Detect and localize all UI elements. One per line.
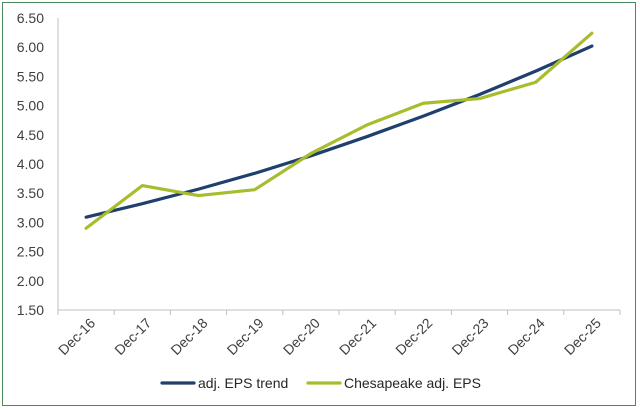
x-tick-label: Dec-19 [224, 315, 267, 358]
legend-label-0: adj. EPS trend [198, 375, 288, 391]
y-tick-label: 1.50 [17, 302, 44, 318]
x-tick-label: Dec-20 [280, 315, 323, 358]
x-tick-label: Dec-17 [111, 315, 154, 358]
y-tick-label: 6.00 [17, 39, 44, 55]
series-line-0 [84, 44, 594, 219]
y-tick-label: 4.50 [17, 127, 44, 143]
y-tick-label: 3.00 [17, 214, 44, 230]
x-tick-label: Dec-23 [448, 315, 491, 358]
x-tick-label: Dec-16 [55, 315, 98, 358]
y-tick-label: 5.50 [17, 68, 44, 84]
x-tick-label: Dec-22 [392, 315, 435, 358]
chart-frame [2, 2, 636, 406]
y-tick-label: 2.00 [17, 273, 44, 289]
x-tick-label: Dec-21 [336, 315, 379, 358]
legend: adj. EPS trend Chesapeake adj. EPS [160, 375, 481, 391]
x-tick-label: Dec-25 [561, 315, 604, 358]
x-tick-label: Dec-24 [505, 315, 548, 358]
y-tick-label: 4.00 [17, 156, 44, 172]
y-tick-label: 5.00 [17, 98, 44, 114]
y-tick-labels: 1.50 2.00 2.50 3.00 3.50 4.00 4.50 5.00 5.50 6.00… [17, 10, 44, 318]
x-tick-label: Dec-18 [167, 315, 210, 358]
y-tick-label: 2.50 [17, 244, 44, 260]
series-lines [84, 31, 594, 230]
legend-label-1: Chesapeake adj. EPS [344, 375, 481, 391]
series-line-1 [84, 31, 594, 230]
y-tick-label: 6.50 [17, 10, 44, 26]
x-tick-labels: Dec-16 Dec-17 Dec-18 Dec-19 Dec-20 Dec-21 Dec-… [55, 310, 621, 358]
y-tick-label: 3.50 [17, 185, 44, 201]
